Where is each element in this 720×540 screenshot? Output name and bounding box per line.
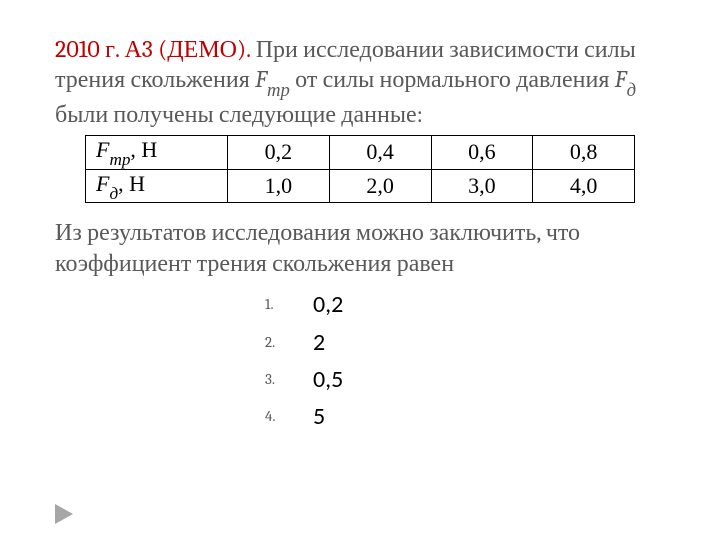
symbol-Ftr-base: F (255, 65, 267, 93)
symbol-Ftr-sub: тр (267, 79, 290, 101)
row-head: Fтр, Н (86, 136, 228, 169)
table-cell: 0,6 (431, 136, 533, 169)
answer-option: 5 (265, 401, 676, 432)
data-table: Fтр, Н 0,2 0,4 0,6 0,8 Fд, Н 1,0 2,0 3,0… (85, 135, 635, 203)
problem-part3: были получены следующие данные: (55, 100, 423, 128)
row-head: Fд, Н (86, 169, 228, 202)
symbol-Fd-base: F (615, 65, 627, 93)
answer-option: 0,2 (265, 289, 676, 320)
conclusion-text: Из результатов исследования можно заключ… (55, 217, 676, 279)
table-cell: 0,2 (228, 136, 330, 169)
table-row: Fтр, Н 0,2 0,4 0,6 0,8 (86, 136, 635, 169)
table-row: Fд, Н 1,0 2,0 3,0 4,0 (86, 169, 635, 202)
answers-list: 0,2 2 0,5 5 (265, 289, 676, 432)
table-cell: 4,0 (533, 169, 635, 202)
table-cell: 0,4 (329, 136, 431, 169)
table-cell: 2,0 (329, 169, 431, 202)
corner-marker-icon (55, 504, 73, 524)
problem-text: 2010 г. А3 (ДЕМО). При исследовании зави… (55, 34, 676, 129)
symbol-Fd-sub: д (627, 79, 636, 101)
table-cell: 3,0 (431, 169, 533, 202)
answer-option: 2 (265, 327, 676, 358)
answer-option: 0,5 (265, 364, 676, 395)
problem-lead: 2010 г. А3 (ДЕМО). (55, 35, 256, 63)
problem-part2: от силы нормального давления (290, 65, 615, 93)
table-cell: 1,0 (228, 169, 330, 202)
table-cell: 0,8 (533, 136, 635, 169)
